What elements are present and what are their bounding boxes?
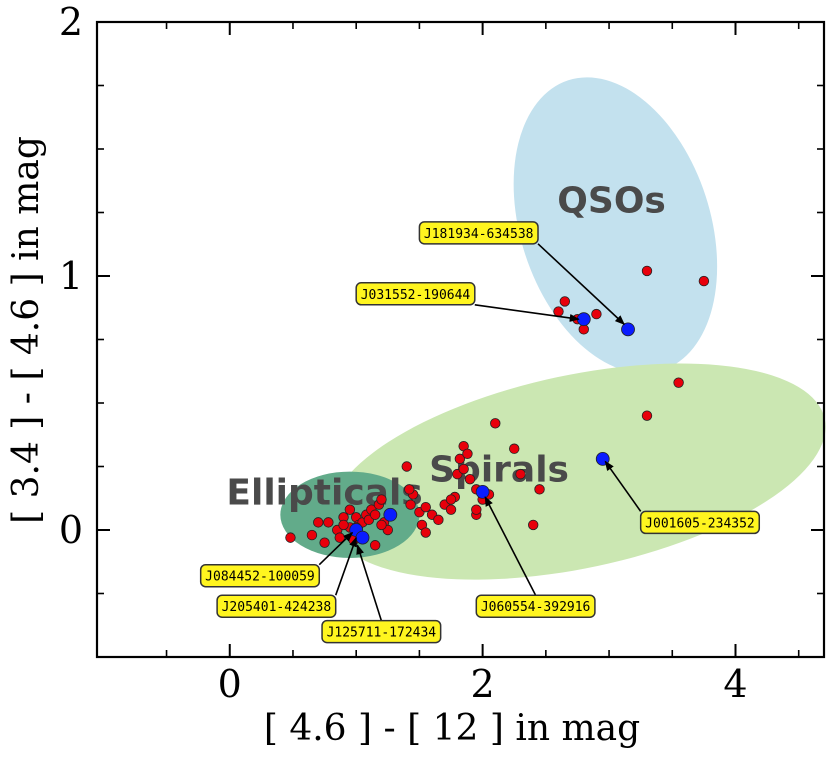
sample-point-57 bbox=[420, 527, 431, 538]
callout-box-6 bbox=[321, 619, 442, 644]
sample-point-60 bbox=[338, 519, 349, 531]
callout-arrow-1 bbox=[474, 303, 580, 322]
sample-point-47 bbox=[591, 308, 602, 320]
sample-point-62 bbox=[471, 504, 482, 515]
highlighted-point-5 bbox=[576, 312, 591, 327]
y-tick-label-1: 1 bbox=[59, 254, 83, 298]
sample-point-22 bbox=[401, 461, 412, 472]
sample-point-58 bbox=[490, 418, 501, 429]
sample-point-30 bbox=[445, 504, 457, 515]
sample-point-53 bbox=[404, 484, 415, 495]
sample-point-51 bbox=[698, 275, 710, 287]
sample-point-17 bbox=[369, 509, 381, 520]
y-tick-label-2: 2 bbox=[59, 0, 83, 44]
axes-layer: 0 2 4 0 1 2 bbox=[59, 0, 826, 706]
sample-point-63 bbox=[445, 494, 457, 505]
sample-point-40 bbox=[509, 443, 520, 454]
callout-arrow-5 bbox=[334, 536, 357, 596]
x-axis-title: [ 4.6 ] - [ 12 ] in mag bbox=[264, 708, 640, 749]
region-label-qsos: QSOs bbox=[557, 181, 666, 222]
sample-point-35 bbox=[462, 448, 473, 460]
callout-label-2: J001605-234352 bbox=[645, 516, 755, 531]
sample-point-44 bbox=[559, 296, 571, 307]
sample-point-42 bbox=[534, 484, 545, 495]
callout-label-5: J205401-424238 bbox=[222, 600, 332, 615]
highlighted-point-6 bbox=[621, 322, 635, 337]
sample-point-26 bbox=[420, 501, 431, 513]
sample-point-54 bbox=[405, 499, 416, 510]
highlighted-point-2 bbox=[383, 507, 398, 522]
sample-point-43 bbox=[553, 306, 564, 317]
sample-point-0 bbox=[285, 532, 296, 543]
callout-box-4 bbox=[199, 563, 321, 588]
callout-box-0 bbox=[418, 221, 539, 245]
sample-point-50 bbox=[673, 377, 684, 388]
sample-point-52 bbox=[369, 540, 381, 551]
x-tick-label-2: 4 bbox=[723, 662, 747, 706]
callout-arrow-6 bbox=[356, 544, 383, 621]
callout-box-2 bbox=[639, 510, 761, 535]
y-tick-label-0: 0 bbox=[59, 508, 83, 552]
callout-arrow-2 bbox=[604, 460, 642, 512]
sample-point-3 bbox=[319, 537, 330, 548]
region-spirals bbox=[329, 363, 826, 580]
sample-point-36 bbox=[464, 474, 476, 485]
callout-label-1: J031552-190644 bbox=[361, 288, 471, 303]
highlighted-point-1 bbox=[355, 530, 370, 545]
sample-point-56 bbox=[458, 463, 469, 475]
region-label-ellipticals: Ellipticals bbox=[226, 473, 422, 514]
callouts-layer: J181934-634538 J031552-190644 J001605-2343… bbox=[199, 221, 761, 644]
x-tick-label-1: 2 bbox=[471, 662, 495, 706]
y-axis-title: [ 3.4 ] - [ 4.6 ] in mag bbox=[6, 136, 47, 524]
sample-point-2 bbox=[313, 517, 324, 528]
sample-point-19 bbox=[376, 494, 387, 505]
sample-point-64 bbox=[528, 519, 539, 531]
highlighted-point-3 bbox=[475, 484, 490, 499]
callout-arrow-3 bbox=[484, 496, 537, 596]
sample-point-28 bbox=[433, 514, 444, 526]
sample-point-33 bbox=[454, 453, 466, 465]
sample-point-4 bbox=[323, 517, 334, 528]
sample-point-9 bbox=[344, 504, 356, 515]
sample-point-41 bbox=[515, 468, 526, 480]
sample-point-1 bbox=[306, 529, 318, 541]
sample-point-49 bbox=[641, 410, 653, 421]
callout-box-1 bbox=[355, 282, 476, 306]
region-label-spirals: Spirals bbox=[429, 450, 569, 491]
callout-label-0: J181934-634538 bbox=[424, 227, 534, 242]
sample-point-55 bbox=[376, 519, 387, 531]
callout-box-5 bbox=[216, 594, 337, 618]
callout-box-3 bbox=[475, 594, 596, 618]
points-layer bbox=[285, 265, 710, 551]
sample-point-48 bbox=[641, 265, 653, 277]
callout-label-3: J060554-392916 bbox=[481, 600, 591, 615]
callout-label-6: J125711-172434 bbox=[327, 626, 437, 641]
callout-label-4: J084452-100059 bbox=[205, 570, 315, 585]
callout-arrow-4 bbox=[318, 531, 354, 566]
callout-arrow-0 bbox=[537, 243, 625, 325]
x-tick-label-0: 0 bbox=[218, 662, 242, 706]
